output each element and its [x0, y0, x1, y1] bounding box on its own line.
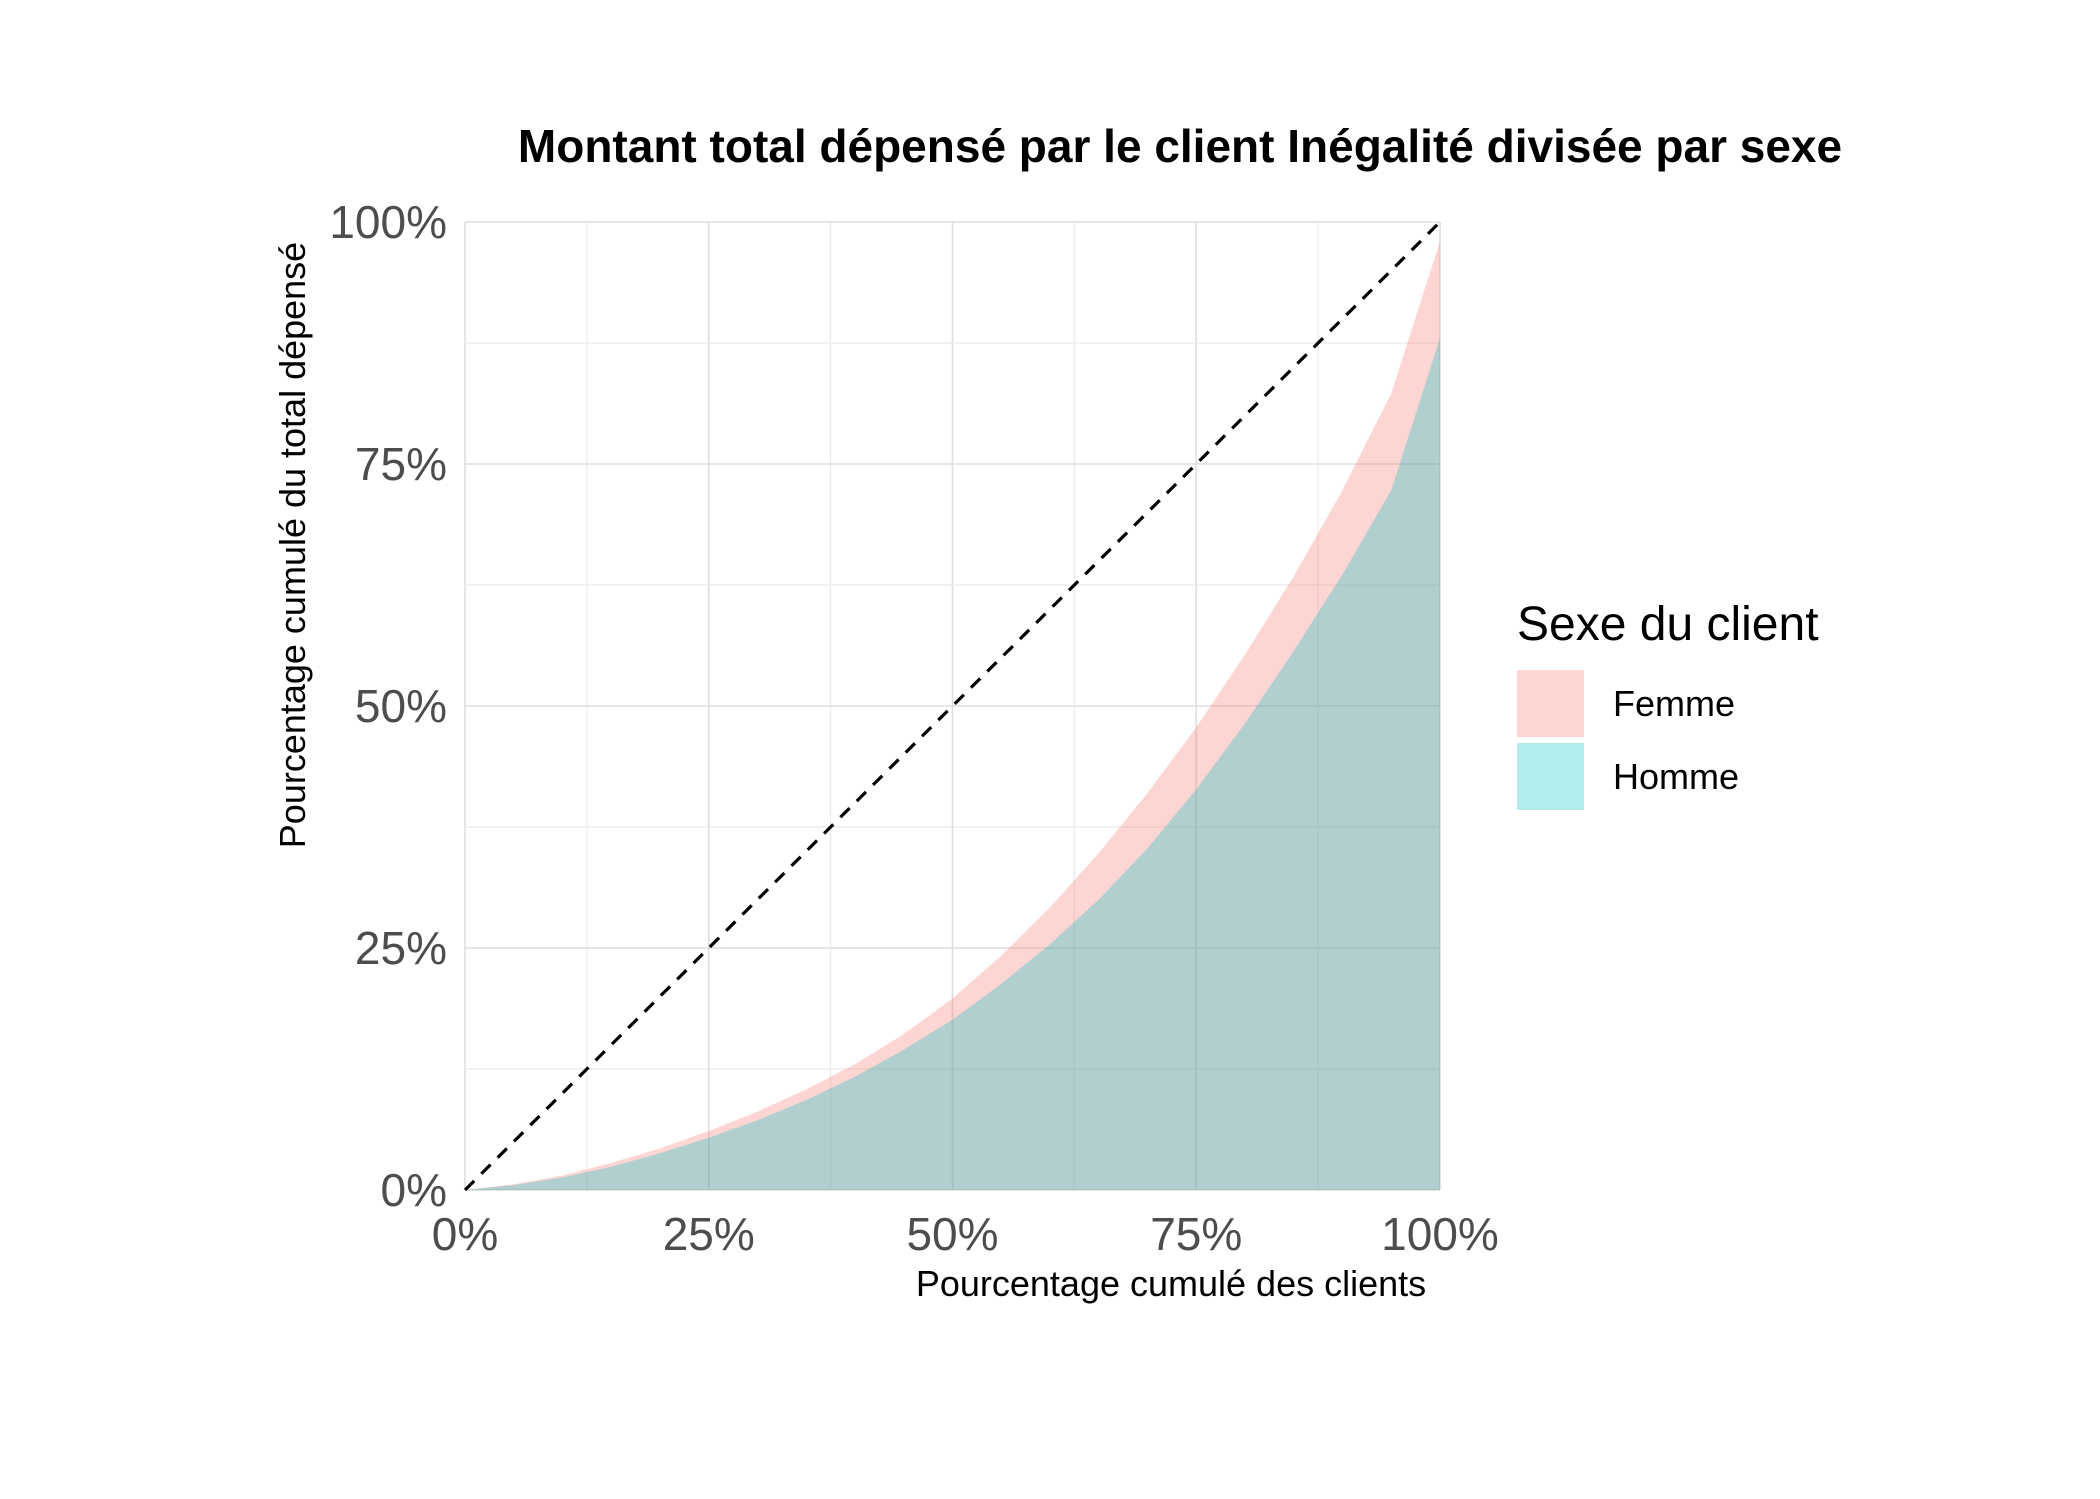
y-axis-ticks: 0% 25% 50% 75% 100% [329, 196, 447, 1216]
x-tick-label: 25% [663, 1208, 755, 1260]
x-tick-label: 0% [432, 1208, 498, 1260]
grid [464, 221, 1441, 1191]
y-axis-label: Pourcentage cumulé du total dépensé [272, 242, 313, 848]
x-tick-label: 100% [1381, 1208, 1499, 1260]
area-femme [465, 241, 1440, 1191]
area-layer [465, 241, 1440, 1191]
legend-label-femme: Femme [1613, 683, 1735, 724]
y-tick-label: 75% [355, 438, 447, 490]
chart-title: Montant total dépensé par le client Inég… [518, 120, 1842, 172]
legend-label-homme: Homme [1613, 756, 1739, 797]
legend-title: Sexe du client [1517, 598, 1819, 651]
x-axis-ticks: 0% 25% 50% 75% 100% [432, 1208, 1499, 1260]
y-tick-label: 0% [381, 1164, 447, 1216]
y-tick-label: 50% [355, 680, 447, 732]
legend-swatch-homme [1517, 743, 1584, 810]
x-tick-label: 50% [906, 1208, 998, 1260]
y-tick-label: 100% [329, 196, 447, 248]
legend: Sexe du client Femme Homme [1517, 598, 1819, 810]
legend-swatch-femme [1517, 670, 1584, 737]
y-tick-label: 25% [355, 922, 447, 974]
legend-entries: Femme Homme [1517, 670, 1739, 810]
area-homme [465, 338, 1440, 1190]
x-axis-label: Pourcentage cumulé des clients [916, 1263, 1426, 1304]
x-tick-label: 75% [1150, 1208, 1242, 1260]
